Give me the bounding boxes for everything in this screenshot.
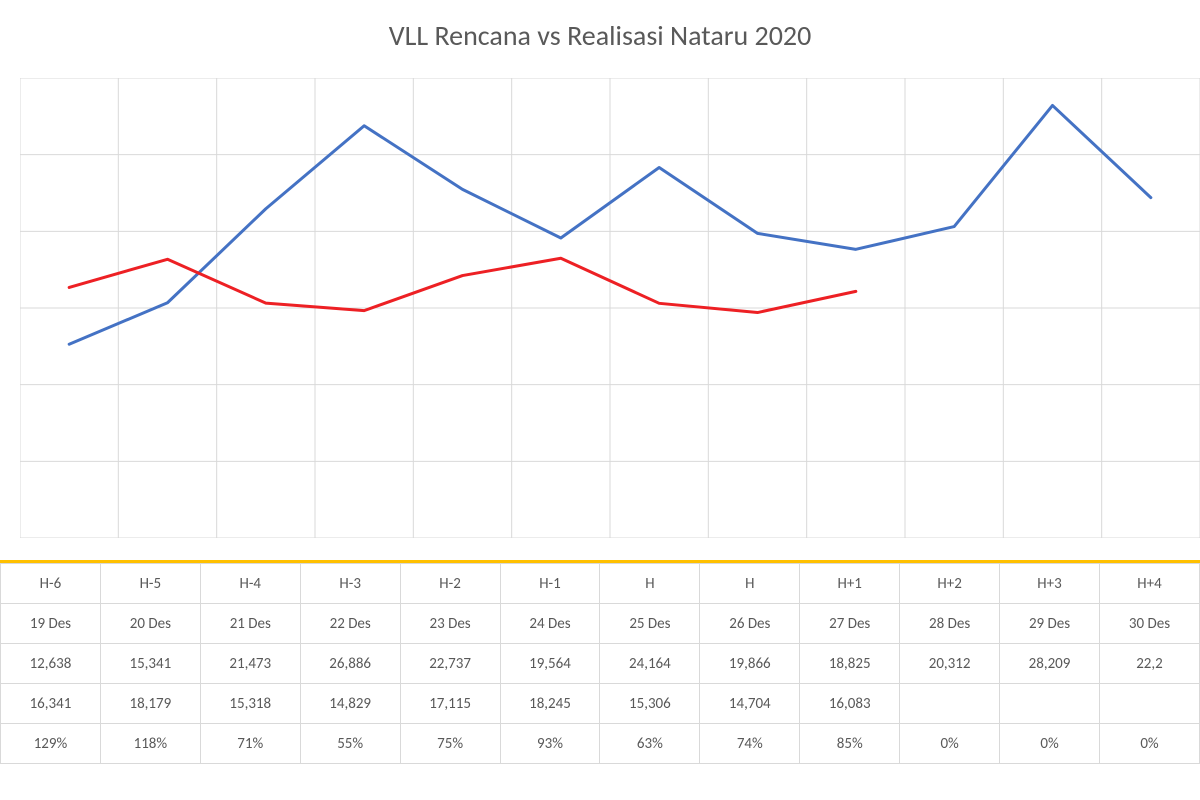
table-cell: 28 Des	[900, 604, 1000, 644]
table-cell: 85%	[800, 724, 900, 764]
table-cell: 93%	[500, 724, 600, 764]
table-cell: H+1	[800, 564, 900, 604]
chart-plot-area	[20, 78, 1200, 538]
table-cell	[1000, 684, 1100, 724]
table-cell: 22,2	[1099, 644, 1199, 684]
table-cell: 23 Des	[400, 604, 500, 644]
table-cell: 20,312	[900, 644, 1000, 684]
table-cell: 21 Des	[200, 604, 300, 644]
table-cell: H	[600, 564, 700, 604]
table-cell: H-5	[100, 564, 200, 604]
row-category: H-6H-5H-4H-3H-2H-1HHH+1H+2H+3H+4	[1, 564, 1200, 604]
table-cell	[900, 684, 1000, 724]
table-cell: 71%	[200, 724, 300, 764]
table-cell: H-6	[1, 564, 101, 604]
table-cell: 18,245	[500, 684, 600, 724]
table-cell: 63%	[600, 724, 700, 764]
table-cell: 30 Des	[1099, 604, 1199, 644]
table-cell: H-3	[300, 564, 400, 604]
table-cell: H+3	[1000, 564, 1100, 604]
table-cell: 24,164	[600, 644, 700, 684]
table-cell: 18,825	[800, 644, 900, 684]
table-cell	[1099, 684, 1199, 724]
row-realisasi: 16,34118,17915,31814,82917,11518,24515,3…	[1, 684, 1200, 724]
table-cell: H-2	[400, 564, 500, 604]
table-cell: H-4	[200, 564, 300, 604]
table-cell: 28,209	[1000, 644, 1100, 684]
table-cell: 12,638	[1, 644, 101, 684]
table-cell: 74%	[700, 724, 800, 764]
table-cell: 22 Des	[300, 604, 400, 644]
chart-title: VLL Rencana vs Realisasi Nataru 2020	[0, 18, 1200, 53]
table-cell: 14,704	[700, 684, 800, 724]
table-cell: 14,829	[300, 684, 400, 724]
table-cell: 129%	[1, 724, 101, 764]
table-cell: 19 Des	[1, 604, 101, 644]
table-cell: 15,306	[600, 684, 700, 724]
table-cell: 15,341	[100, 644, 200, 684]
row-pct: 129%118%71%55%75%93%63%74%85%0%0%0%	[1, 724, 1200, 764]
table-cell: 17,115	[400, 684, 500, 724]
table-cell: 18,179	[100, 684, 200, 724]
table-cell: H	[700, 564, 800, 604]
table-cell: 24 Des	[500, 604, 600, 644]
table-cell: 25 Des	[600, 604, 700, 644]
table-cell: 16,341	[1, 684, 101, 724]
table-cell: 0%	[1099, 724, 1199, 764]
table-cell: 26 Des	[700, 604, 800, 644]
table-cell: 75%	[400, 724, 500, 764]
table-cell: 118%	[100, 724, 200, 764]
table-cell: 15,318	[200, 684, 300, 724]
table-cell: 0%	[900, 724, 1000, 764]
table-cell: H-1	[500, 564, 600, 604]
table-cell: H+2	[900, 564, 1000, 604]
table-cell: 55%	[300, 724, 400, 764]
row-date: 19 Des20 Des21 Des22 Des23 Des24 Des25 D…	[1, 604, 1200, 644]
table-cell: 19,866	[700, 644, 800, 684]
table-cell: 29 Des	[1000, 604, 1100, 644]
table-cell: 0%	[1000, 724, 1100, 764]
table-cell: H+4	[1099, 564, 1199, 604]
row-rencana: 12,63815,34121,47326,88622,73719,56424,1…	[1, 644, 1200, 684]
table-cell: 20 Des	[100, 604, 200, 644]
data-table: H-6H-5H-4H-3H-2H-1HHH+1H+2H+3H+419 Des20…	[0, 560, 1200, 764]
table-cell: 26,886	[300, 644, 400, 684]
table-cell: 19,564	[500, 644, 600, 684]
table-cell: 22,737	[400, 644, 500, 684]
table-cell: 16,083	[800, 684, 900, 724]
table-cell: 21,473	[200, 644, 300, 684]
table-cell: 27 Des	[800, 604, 900, 644]
